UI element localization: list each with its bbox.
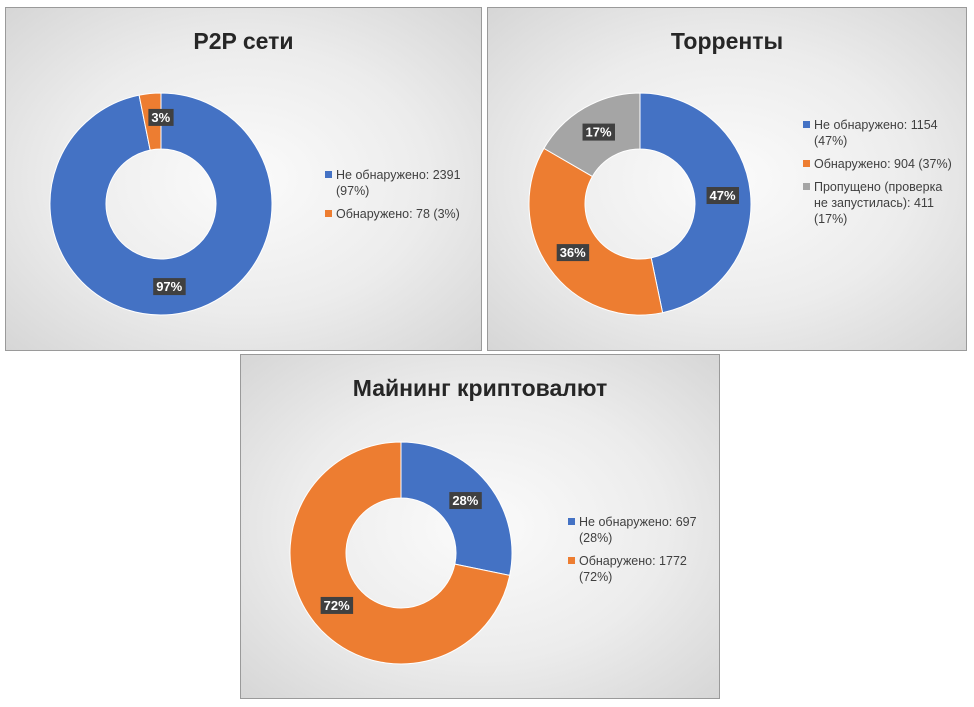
chart-legend: Не обнаружено: 1154 (47%) Обнаружено: 904… [803,117,953,227]
data-label-box [320,596,354,614]
data-label-text: 47% [710,188,736,203]
legend-item: Обнаружено: 1772 (72%) [568,553,718,585]
donut-slice [528,147,664,316]
data-label: 28% [449,492,482,510]
data-label: 97% [153,278,186,296]
data-label: 17% [582,123,615,141]
legend-label: Не обнаружено: 1154 (47%) [814,118,938,148]
data-label: 72% [320,596,354,614]
legend-swatch [803,183,810,190]
data-label-text: 17% [586,125,612,140]
legend-swatch [568,557,575,564]
legend-item: Не обнаружено: 2391 (97%) [325,167,475,199]
donut-slice [49,92,273,316]
legend-item: Обнаружено: 78 (3%) [325,206,475,222]
legend-swatch [568,518,575,525]
donut-chart: 28% 72% [289,441,513,665]
legend-swatch [803,121,810,128]
legend-label: Обнаружено: 1772 (72%) [579,554,687,584]
legend-item: Пропущено (проверка не запустилась): 411… [803,179,953,227]
chart-title: P2P сети [193,28,294,54]
data-label-text: 72% [324,598,350,613]
legend-label: Обнаружено: 904 (37%) [814,157,952,171]
chart-panel-mining: Майнинг криптовалют 28% 72% Не обнаружено… [240,354,720,699]
data-label-box [148,108,174,126]
data-label-box [706,187,740,205]
donut-chart: 47% 36% 17% [528,92,752,316]
data-label: 3% [148,108,174,126]
legend-swatch [325,171,332,178]
data-label-box [153,278,186,296]
chart-title: Майнинг криптовалют [352,375,608,401]
legend-swatch [325,210,332,217]
chart-legend: Не обнаружено: 2391 (97%) Обнаружено: 78 … [325,167,475,222]
chart-panel-torrents: Торренты 47% 36% 17% Не обнаружено: 1154 (… [487,7,967,351]
chart-title: Торренты [670,28,784,54]
donut-slice [639,92,752,314]
chart-legend: Не обнаружено: 697 (28%) Обнаружено: 1772… [568,514,718,585]
data-label-text: 36% [560,245,586,260]
legend-item: Обнаружено: 904 (37%) [803,156,953,172]
legend-item: Не обнаружено: 697 (28%) [568,514,718,546]
legend-swatch [803,160,810,167]
data-label-box [556,244,590,262]
data-label-text: 97% [156,279,182,294]
data-label-box [449,492,482,510]
legend-label: Обнаружено: 78 (3%) [336,207,460,221]
data-label-text: 28% [452,493,478,508]
data-label-box [582,123,615,141]
legend-item: Не обнаружено: 1154 (47%) [803,117,953,149]
data-label: 36% [556,244,590,262]
data-label: 47% [706,187,740,205]
data-label-text: 3% [151,110,170,125]
legend-label: Не обнаружено: 2391 (97%) [336,168,461,198]
legend-label: Не обнаружено: 697 (28%) [579,515,697,545]
chart-panel-p2p: P2P сети 97% 3% Не обнаружено: 2391 (97%)… [5,7,482,351]
donut-chart: 97% 3% [49,92,273,316]
legend-label: Пропущено (проверка не запустилась): 411… [814,180,943,226]
